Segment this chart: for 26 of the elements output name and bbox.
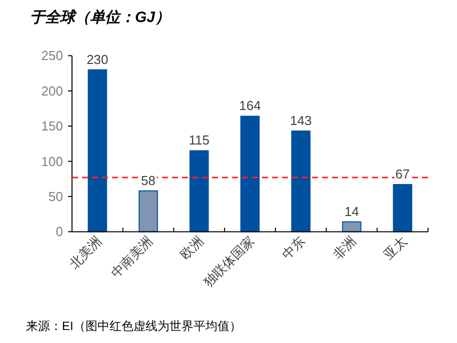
data-label: 230 <box>86 52 108 67</box>
y-tick-label: 100 <box>41 154 63 169</box>
chart-title: 于全球（单位：GJ） <box>30 9 170 26</box>
y-tick-label: 50 <box>48 189 63 204</box>
data-label: 14 <box>344 204 359 219</box>
source-note: 来源：EI（图中红色虚线为世界平均值） <box>26 319 242 333</box>
data-label: 164 <box>239 98 261 114</box>
data-label: 67 <box>395 166 410 182</box>
bar <box>138 190 158 232</box>
bar <box>291 130 311 232</box>
x-tick-label: 非洲 <box>330 233 359 262</box>
bar <box>240 116 260 232</box>
y-tick-label: 150 <box>41 118 63 134</box>
data-label: 143 <box>290 113 312 128</box>
x-tick-label: 中东 <box>278 233 308 262</box>
x-tick-label: 北美洲 <box>66 233 105 272</box>
data-label: 115 <box>188 132 210 148</box>
bar <box>392 184 412 232</box>
y-tick-label: 250 <box>41 48 63 64</box>
x-tick-label: 中南美洲 <box>108 233 156 281</box>
y-tick-label: 200 <box>41 83 63 98</box>
x-tick-label: 欧洲 <box>177 233 206 262</box>
x-tick-label: 亚太 <box>380 233 410 262</box>
bar <box>189 150 209 232</box>
bar <box>88 69 108 232</box>
y-tick-label: 0 <box>56 224 63 240</box>
